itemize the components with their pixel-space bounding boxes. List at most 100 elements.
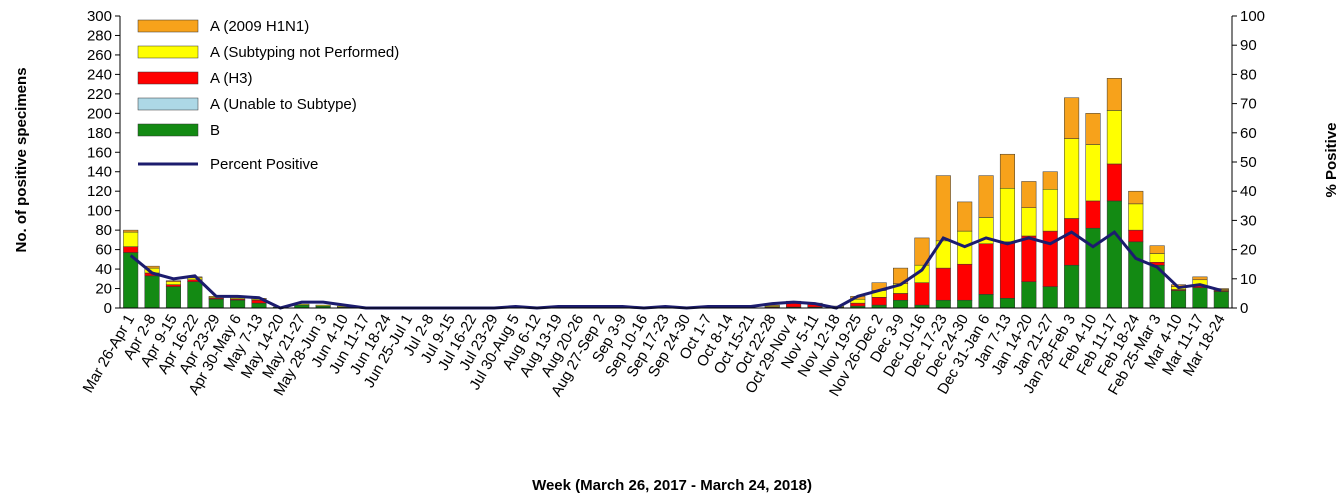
bar-segment [1085,113,1101,145]
bar-segment [1021,181,1037,208]
bar-segment [315,304,331,307]
bar-segment [1021,281,1037,309]
y2-tick-label: 100 [1240,8,1265,25]
y-tick-label: 20 [95,281,112,298]
y2-tick-label: 40 [1240,183,1257,200]
legend-label: A (2009 H1N1) [210,18,309,35]
bar-segment [1064,264,1080,309]
y2-tick-label: 50 [1240,154,1257,171]
bar-segment [1192,287,1208,309]
y2-tick-label: 80 [1240,66,1257,83]
bar-segment [1106,163,1122,202]
bar-segment [893,299,909,309]
legend-label: Percent Positive [210,156,318,173]
y2-tick-label: 0 [1240,300,1248,317]
legend-swatch [137,19,199,33]
bar-segment [978,175,994,218]
bar-segment [1192,276,1208,281]
y-tick-label: 220 [87,86,112,103]
legend-swatch [137,97,199,111]
bar-segment [1064,97,1080,139]
bar-segment [999,298,1015,309]
legend-label: A (Subtyping not Performed) [210,44,399,61]
bar-segment [999,188,1015,243]
bar-segment [871,297,887,306]
bar-segment [1171,290,1187,309]
bar-segment [165,281,181,285]
bar-segment [957,201,973,232]
bar-segment [144,275,160,309]
y2-tick-label: 90 [1240,37,1257,54]
y2-tick-label: 70 [1240,96,1257,113]
y-tick-label: 160 [87,144,112,161]
y-tick-label: 100 [87,203,112,220]
bar-segment [1064,138,1080,219]
y-tick-label: 300 [87,8,112,25]
bar-segment [1085,227,1101,309]
bar-segment [1085,144,1101,202]
bar-segment [1085,200,1101,229]
bar-segment [935,299,951,309]
y-tick-label: 280 [87,27,112,44]
y2-axis-label: % Positive [1323,122,1340,197]
bar-segment [914,282,930,306]
bar-segment [850,302,866,307]
bar-segment [187,281,203,309]
bar-segment [935,267,951,301]
y-tick-label: 240 [87,66,112,83]
bar-segment [1106,110,1122,165]
bar-segment [1106,200,1122,309]
bar-segment [1149,245,1165,254]
y-tick-label: 80 [95,222,112,239]
bar-segment [1021,235,1037,282]
legend-label: B [210,122,220,139]
bar-segment [1042,171,1058,190]
bar-segment [893,293,909,301]
y-tick-label: 140 [87,164,112,181]
y2-tick-label: 20 [1240,242,1257,259]
y2-tick-label: 30 [1240,212,1257,229]
y-tick-label: 200 [87,105,112,122]
legend-swatch [137,45,199,59]
y2-tick-label: 60 [1240,125,1257,142]
x-axis-label: Week (March 26, 2017 - March 24, 2018) [532,477,812,494]
legend-swatch [137,71,199,85]
bar-segment [1128,203,1144,231]
bar-segment [165,280,181,282]
bar-segment [957,299,973,309]
bar-segment [123,229,139,233]
bar-segment [230,299,246,309]
y2-tick-label: 10 [1240,271,1257,288]
bar-segment [1149,253,1165,263]
bar-segment [1064,218,1080,266]
bar-segment [914,237,930,266]
y-tick-label: 60 [95,242,112,259]
bar-segment [1042,189,1058,232]
legend-swatch [137,123,199,137]
y-axis-label: No. of positive specimens [13,67,30,252]
y-tick-label: 260 [87,47,112,64]
bar-segment [999,153,1015,189]
bar-segment [935,175,951,242]
bar-segment [957,263,973,301]
bar-segment [123,231,139,247]
bar-segment [1128,229,1144,243]
bar-segment [208,298,224,309]
y-tick-label: 40 [95,261,112,278]
bar-segment [1042,286,1058,309]
bar-segment [1021,207,1037,237]
percent-line [129,230,1222,310]
legend-label: A (Unable to Subtype) [210,96,357,113]
bar-segment [978,243,994,295]
bar-segment [123,246,139,253]
y-tick-label: 120 [87,183,112,200]
bar-segment [978,294,994,309]
bar-segment [1128,190,1144,205]
bar-segment [251,302,267,309]
bar-segment [999,241,1015,299]
bar-segment [165,286,181,309]
bar-segment [165,284,181,287]
y-tick-label: 0 [104,300,112,317]
y-tick-label: 180 [87,125,112,142]
